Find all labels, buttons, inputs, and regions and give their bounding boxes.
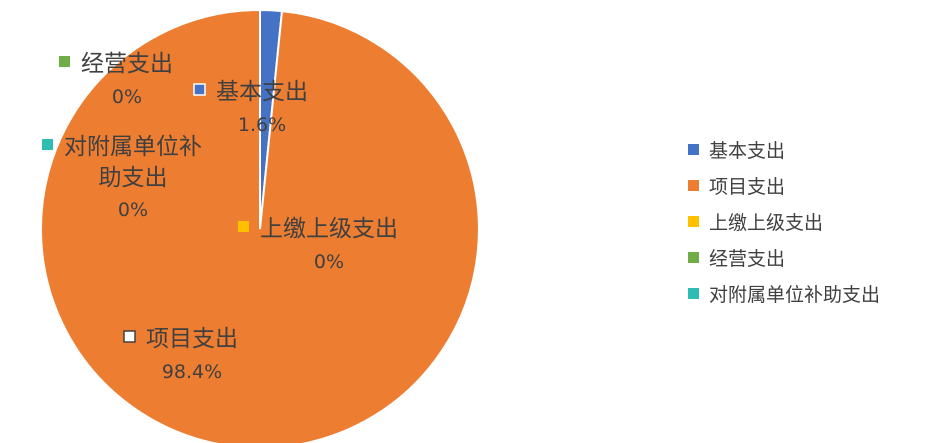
data-label-percent: 1.6%	[238, 114, 286, 136]
legend-item-slice-1: 项目支出	[688, 176, 785, 198]
legend-item-slice-0: 基本支出	[688, 140, 785, 162]
data-label-percent: 0%	[314, 251, 344, 273]
data-label-slice-4: 对附属单位补助支出 0%	[42, 134, 202, 221]
legend-label: 项目支出	[709, 176, 785, 198]
data-label-slice-3: 经营支出 0%	[59, 51, 173, 108]
data-label-slice-1: 项目支出 98.4%	[123, 326, 238, 383]
pie-slice-1	[39, 8, 480, 443]
legend-item-slice-4: 对附属单位补助支出	[688, 284, 880, 306]
data-label-slice-2: 上缴上级支出 0%	[238, 216, 398, 273]
data-labels: 基本支出1.6%项目支出98.4%上缴上级支出0%经营支出0%对附属单位补助支出…	[42, 51, 398, 383]
legend-item-slice-3: 经营支出	[688, 248, 785, 270]
legend-swatch-icon	[688, 180, 699, 191]
data-label-name: 经营支出	[81, 51, 173, 77]
data-label-marker-icon	[238, 221, 249, 232]
data-label-name: 项目支出	[146, 326, 238, 352]
data-label-percent: 0%	[118, 199, 148, 221]
data-label-name: 基本支出	[216, 79, 308, 105]
legend-label: 基本支出	[709, 140, 785, 162]
data-label-percent: 0%	[112, 86, 142, 108]
legend-label: 对附属单位补助支出	[709, 284, 880, 306]
legend-swatch-icon	[688, 288, 699, 299]
legend-label: 上缴上级支出	[709, 212, 823, 234]
legend-item-slice-2: 上缴上级支出	[688, 212, 823, 234]
data-label-name: 上缴上级支出	[260, 216, 398, 242]
data-label-marker-icon	[123, 330, 136, 343]
data-label-slice-0: 基本支出 1.6%	[193, 79, 308, 136]
legend-swatch-icon	[688, 216, 699, 227]
legend-swatch-icon	[688, 252, 699, 263]
data-label-marker-icon	[42, 139, 53, 150]
legend-label: 经营支出	[709, 248, 785, 270]
data-label-percent: 98.4%	[162, 361, 222, 383]
legend-swatch-icon	[688, 144, 699, 155]
data-label-marker-icon	[193, 83, 206, 96]
data-label-marker-icon	[59, 56, 70, 67]
data-label-name: 对附属单位补助支出	[64, 134, 202, 191]
pie-slices	[39, 8, 480, 443]
